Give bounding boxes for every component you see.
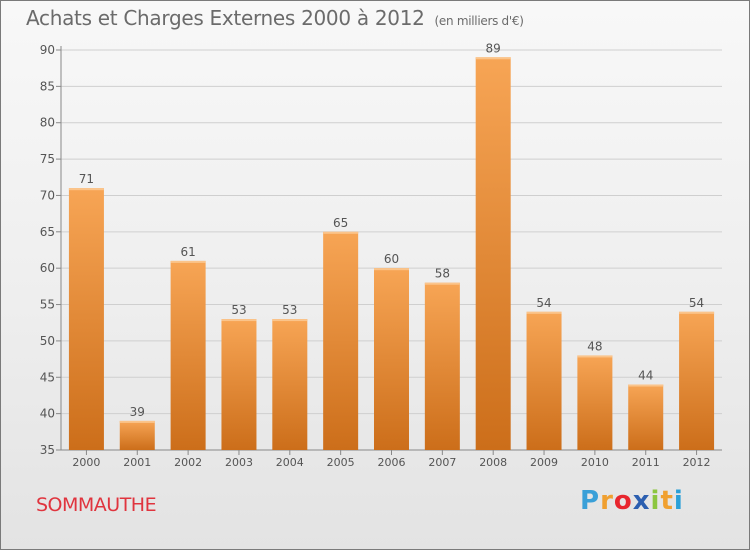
proxiti-logo: Proxiti — [580, 486, 684, 516]
bar-value-label: 39 — [130, 405, 145, 419]
bar-value-label: 53 — [231, 303, 246, 317]
bar-highlight — [221, 319, 257, 322]
x-tick-label: 2009 — [530, 456, 558, 469]
bar-highlight — [424, 282, 460, 285]
y-tick-label: 90 — [40, 43, 55, 57]
x-tick-label: 2002 — [174, 456, 202, 469]
bar — [526, 311, 562, 450]
bar — [577, 355, 613, 450]
x-tick-label: 2008 — [479, 456, 507, 469]
brand-letter: t — [660, 486, 674, 516]
bar-highlight — [119, 420, 155, 423]
x-tick-label: 2012 — [683, 456, 711, 469]
y-tick-label: 35 — [40, 443, 55, 457]
chart-title: Achats et Charges Externes 2000 à 2012 (e… — [26, 6, 524, 30]
bar-value-label: 54 — [689, 296, 704, 310]
y-tick-label: 75 — [40, 152, 55, 166]
y-tick-label: 60 — [40, 261, 55, 275]
bar-value-label: 48 — [587, 339, 602, 353]
bar-highlight — [526, 311, 562, 314]
y-tick-label: 55 — [40, 298, 55, 312]
brand-letter: o — [613, 486, 633, 516]
bar-highlight — [323, 231, 359, 234]
bar — [679, 311, 715, 450]
brand-letter: x — [632, 486, 651, 516]
bar-highlight — [272, 319, 308, 322]
bar-highlight — [577, 355, 613, 358]
x-tick-label: 2010 — [581, 456, 609, 469]
brand-letter: r — [600, 486, 614, 516]
bar-value-label: 65 — [333, 216, 348, 230]
bar-value-label: 71 — [79, 172, 94, 186]
commune-name: SOMMAUTHE — [36, 494, 157, 516]
bar — [272, 319, 308, 450]
bar — [628, 384, 664, 450]
x-tick-label: 2000 — [72, 456, 100, 469]
x-tick-label: 2007 — [428, 456, 456, 469]
bar — [323, 231, 359, 450]
y-tick-label: 65 — [40, 225, 55, 239]
y-tick-label: 40 — [40, 407, 55, 421]
bar — [170, 260, 206, 450]
x-tick-label: 2006 — [378, 456, 406, 469]
bar — [119, 420, 155, 450]
bar-highlight — [374, 268, 409, 271]
bar-highlight — [475, 57, 511, 60]
x-tick-label: 2004 — [276, 456, 304, 469]
bar-value-label: 53 — [282, 303, 297, 317]
bar — [374, 268, 409, 450]
unit-note: (en milliers d'€) — [434, 14, 524, 28]
bar-value-label: 54 — [536, 296, 551, 310]
bar-highlight — [68, 188, 104, 191]
bar-value-label: 61 — [180, 245, 195, 259]
chart-title-text: Achats et Charges Externes 2000 à 2012 — [26, 6, 425, 30]
bar-value-label: 89 — [486, 41, 501, 55]
x-tick-label: 2003 — [225, 456, 253, 469]
y-tick-label: 50 — [40, 334, 55, 348]
bar — [221, 319, 257, 450]
y-tick-label: 85 — [40, 79, 55, 93]
y-tick-label: 80 — [40, 116, 55, 130]
brand-letter: P — [580, 486, 601, 516]
bar — [68, 188, 104, 450]
x-tick-label: 2005 — [327, 456, 355, 469]
bar — [424, 282, 460, 450]
y-tick-label: 70 — [40, 188, 55, 202]
bar-highlight — [679, 311, 715, 314]
x-tick-label: 2001 — [123, 456, 151, 469]
x-tick-label: 2011 — [632, 456, 660, 469]
brand-letter: i — [673, 486, 684, 516]
bar-value-label: 60 — [384, 252, 399, 266]
bar-value-label: 58 — [435, 267, 450, 281]
y-tick-label: 45 — [40, 370, 55, 384]
bar-value-label: 44 — [638, 369, 653, 383]
bar-highlight — [628, 384, 664, 387]
brand-letter: i — [650, 486, 661, 516]
bar — [475, 57, 511, 450]
bar-highlight — [170, 260, 206, 263]
